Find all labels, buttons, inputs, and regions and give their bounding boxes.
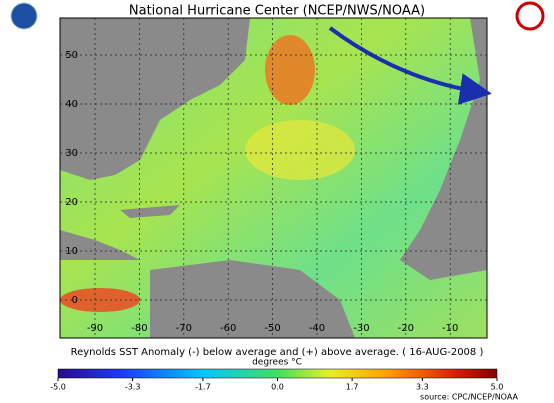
lat-label: 20: [65, 197, 78, 208]
map: [59, 17, 492, 339]
lon-label: -40: [309, 323, 325, 334]
lon-label: -70: [176, 323, 192, 334]
land: [60, 230, 140, 260]
lat-label: 50: [65, 50, 78, 61]
colorbar-label: -5.0: [50, 383, 66, 392]
nws-logo: [515, 1, 545, 31]
lat-label: 0: [72, 295, 78, 306]
colorbar-label: 1.7: [346, 383, 359, 392]
colorbar-label: 0.0: [271, 383, 284, 392]
colorbar-label: 3.3: [416, 383, 429, 392]
units: degrees °C: [252, 358, 302, 368]
caption: Reynolds SST Anomaly (-) below average a…: [71, 347, 484, 358]
source: source: CPC/NCEP/NOAA: [420, 393, 518, 402]
lon-label: -90: [87, 323, 103, 334]
noaa-logo: [10, 2, 38, 30]
colorbar-label: 5.0: [491, 383, 504, 392]
warm-area: [265, 35, 315, 105]
colorbar-label: -1.7: [195, 383, 211, 392]
colorbar: [57, 368, 498, 379]
arrow: [328, 26, 492, 105]
title: National Hurricane Center (NCEP/NWS/NOAA…: [129, 4, 425, 19]
land: [150, 260, 355, 338]
land: [60, 18, 250, 180]
lon-label: -50: [264, 323, 280, 334]
lat-label: 40: [65, 99, 78, 110]
lon-label: -60: [220, 323, 236, 334]
lat-label: 10: [65, 246, 78, 257]
map-frame: [59, 17, 488, 339]
lon-label: -30: [353, 323, 369, 334]
lon-label: -20: [398, 323, 414, 334]
lon-label: -80: [131, 323, 147, 334]
warm-area: [245, 120, 355, 180]
land: [400, 18, 487, 280]
island: [120, 205, 180, 218]
lon-label: -10: [442, 323, 458, 334]
colorbar-label: -3.3: [125, 383, 141, 392]
lat-label: 30: [65, 148, 78, 159]
